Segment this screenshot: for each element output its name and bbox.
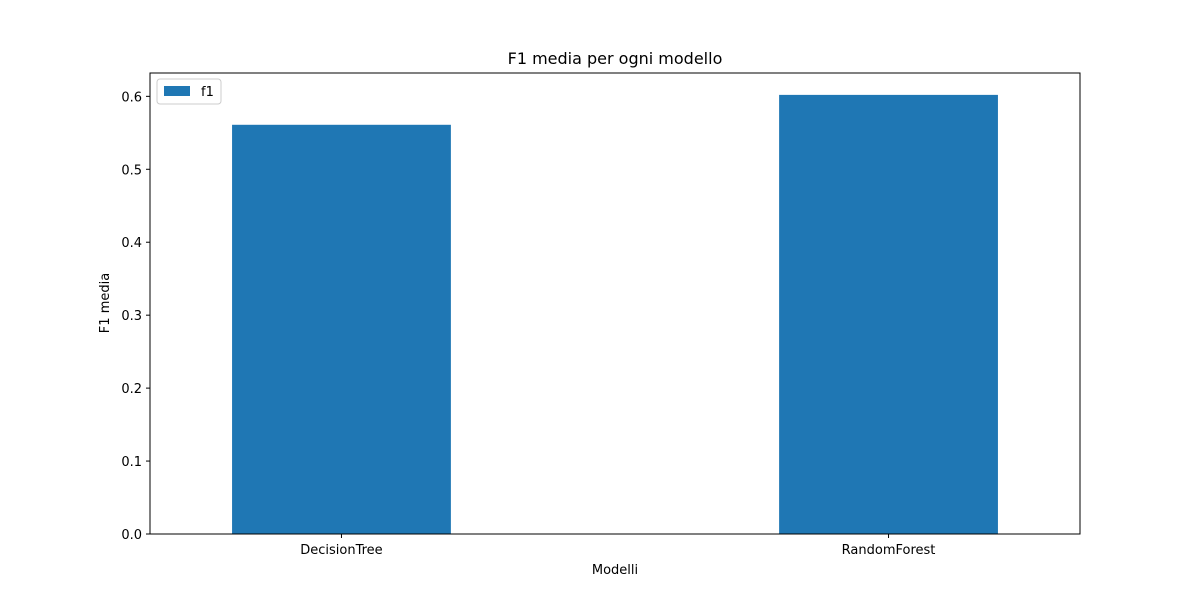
chart-title: F1 media per ogni modello xyxy=(508,49,723,68)
legend-label: f1 xyxy=(201,85,214,100)
bars-group xyxy=(232,94,998,535)
bar-decisiontree xyxy=(232,124,451,535)
y-tick-label: 0.2 xyxy=(121,382,142,397)
x-axis-label: Modelli xyxy=(592,563,638,578)
y-tick-label: 0.4 xyxy=(121,236,142,251)
legend-swatch xyxy=(164,86,190,96)
y-tick-label: 0.6 xyxy=(121,90,142,105)
y-tick-label: 0.1 xyxy=(121,455,142,470)
y-axis-label: F1 media xyxy=(98,273,113,333)
y-tick-label: 0.0 xyxy=(121,528,142,543)
y-tick-label: 0.3 xyxy=(121,309,142,324)
x-tick-label: DecisionTree xyxy=(300,543,382,558)
legend: f1 xyxy=(156,78,222,105)
plot-frame xyxy=(149,72,1081,535)
x-axis: DecisionTree RandomForest xyxy=(300,534,935,558)
y-axis: 0.0 0.1 0.2 0.3 0.4 0.5 0.6 xyxy=(121,90,150,543)
y-tick-label: 0.5 xyxy=(121,163,142,178)
x-tick-label: RandomForest xyxy=(842,543,936,558)
bar-randomforest xyxy=(779,94,998,535)
